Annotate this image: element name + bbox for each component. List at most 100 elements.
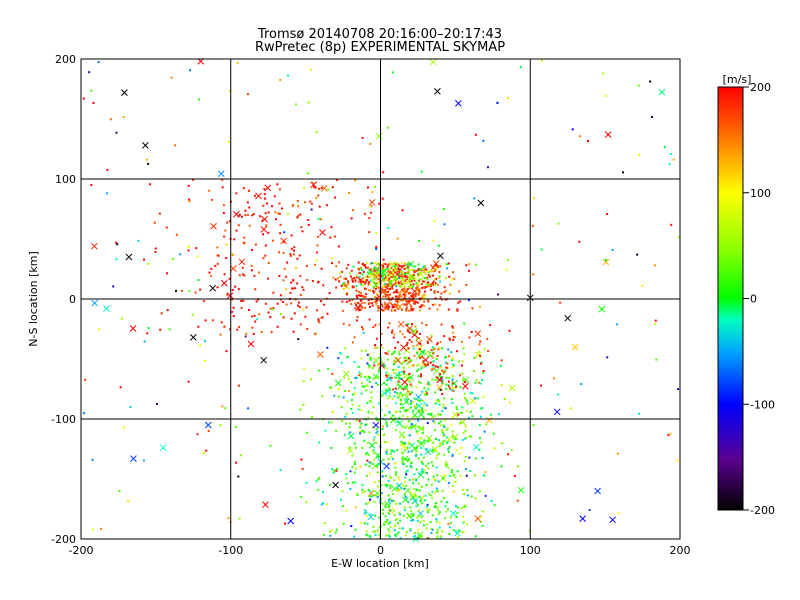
dot-marker [423, 524, 426, 527]
cross-marker [204, 421, 212, 429]
dot-marker [396, 300, 399, 303]
dot-marker [422, 265, 425, 268]
dot-marker [369, 356, 372, 359]
dot-marker [393, 268, 396, 271]
dot-marker [414, 278, 417, 281]
dot-marker [438, 403, 441, 406]
dot-marker [244, 213, 247, 216]
dot-marker [342, 283, 345, 286]
dot-marker [316, 244, 319, 247]
dot-marker [401, 527, 404, 530]
colorbar-tick-label: -100 [750, 398, 775, 411]
dot-marker [413, 302, 416, 305]
dot-marker [401, 393, 404, 396]
dot-marker [622, 171, 625, 174]
dot-marker [438, 276, 441, 279]
dot-marker [352, 481, 355, 484]
dot-marker [418, 348, 421, 351]
dot-marker [405, 410, 408, 413]
dot-marker [350, 525, 353, 528]
dot-marker [362, 270, 365, 273]
cross-marker [238, 258, 246, 266]
dot-marker [393, 525, 396, 528]
dot-marker [384, 275, 387, 278]
dot-marker [435, 466, 438, 469]
dot-marker [362, 491, 365, 494]
cross-marker [411, 411, 419, 419]
dot-marker [438, 400, 441, 403]
dot-marker [422, 456, 425, 459]
dot-marker [367, 411, 370, 414]
dot-marker [330, 529, 333, 532]
dot-marker [507, 97, 510, 100]
dot-marker [382, 266, 385, 269]
dot-marker [403, 336, 406, 339]
dot-marker [443, 439, 446, 442]
dot-marker [397, 300, 400, 303]
dot-marker [464, 455, 467, 458]
dot-marker [119, 386, 122, 389]
dot-marker [400, 276, 403, 279]
dot-marker [391, 284, 394, 287]
dot-marker [393, 361, 396, 364]
dot-marker [402, 442, 405, 445]
dot-marker [433, 421, 436, 424]
dot-marker [440, 292, 443, 295]
dot-marker [420, 470, 423, 473]
dot-marker [436, 308, 439, 311]
dot-marker [380, 287, 383, 290]
x-tick-label: 200 [670, 544, 691, 557]
dot-marker [364, 281, 367, 284]
dot-marker [397, 263, 400, 266]
dot-marker [364, 349, 367, 352]
dot-marker [436, 506, 439, 509]
dot-marker [399, 502, 402, 505]
dot-marker [225, 350, 228, 353]
dot-marker [370, 262, 373, 265]
cross-marker [378, 362, 386, 369]
dot-marker [281, 207, 284, 210]
dot-marker [420, 367, 423, 370]
dot-marker [375, 248, 378, 251]
dot-marker [369, 142, 372, 145]
dot-marker [405, 343, 408, 346]
dot-marker [425, 285, 428, 288]
dot-marker [428, 384, 431, 387]
dot-marker [396, 341, 399, 344]
dot-marker [363, 490, 366, 493]
dot-marker [420, 283, 423, 286]
dot-marker [474, 497, 477, 500]
dot-marker [447, 308, 450, 311]
dot-marker [115, 241, 118, 244]
dot-marker [406, 390, 409, 393]
dot-marker [482, 395, 485, 398]
dot-marker [376, 293, 379, 296]
dot-marker [365, 423, 368, 426]
dot-marker [369, 262, 372, 265]
dot-marker [408, 366, 411, 369]
dot-marker [348, 192, 351, 195]
dot-marker [385, 352, 388, 355]
cross-marker [264, 184, 272, 192]
dot-marker [219, 424, 222, 427]
dot-marker [428, 307, 431, 310]
dot-marker [415, 479, 418, 482]
dot-marker [497, 413, 500, 416]
dot-marker [322, 491, 325, 494]
dot-marker [432, 420, 435, 423]
colorbar-tick-label: 200 [750, 81, 771, 94]
dot-marker [616, 323, 619, 326]
dot-marker [433, 270, 436, 273]
dot-marker [395, 471, 398, 474]
dot-marker [403, 264, 406, 267]
dot-marker [309, 378, 312, 381]
dot-marker [354, 280, 357, 283]
dot-marker [448, 292, 451, 295]
dot-marker [425, 527, 428, 530]
dot-marker [410, 466, 413, 469]
dot-marker [278, 212, 281, 215]
dot-marker [388, 284, 391, 287]
dot-marker [463, 322, 466, 325]
dot-marker [396, 280, 399, 283]
dot-marker [465, 409, 468, 412]
